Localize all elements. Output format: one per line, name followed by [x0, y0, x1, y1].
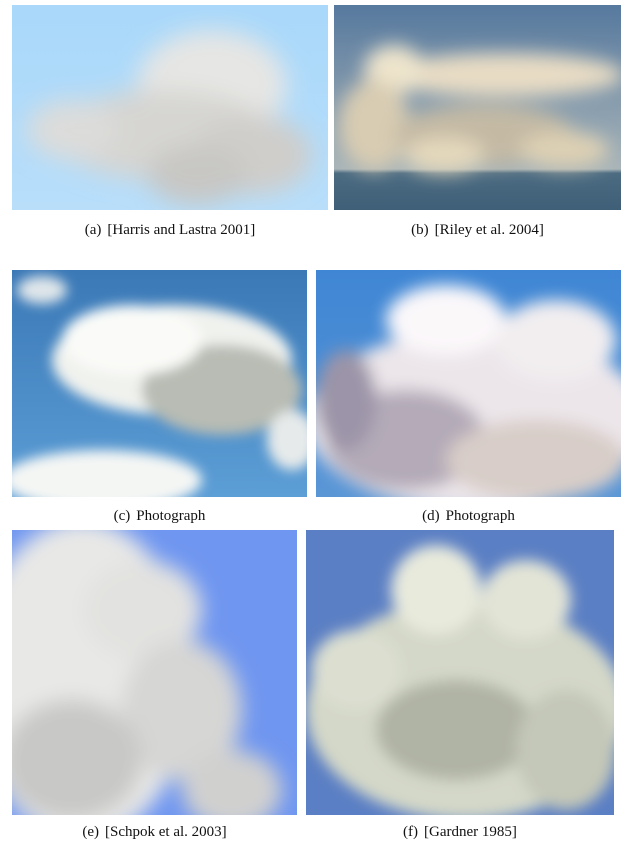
caption: (e) [Schpok et al. 2003] [12, 824, 297, 841]
caption: (c) Photograph [12, 508, 307, 525]
caption-text: [Gardner 1985] [424, 824, 517, 840]
caption: (f) [Gardner 1985] [306, 824, 614, 841]
panel-image [12, 5, 328, 210]
panel-image [306, 530, 614, 815]
caption-text: [Harris and Lastra 2001] [107, 222, 256, 238]
panel-image [12, 530, 297, 815]
caption-text: Photograph [445, 508, 515, 524]
caption-text: (c) [113, 508, 131, 524]
caption-text: (d) [422, 508, 440, 524]
caption-text: [Riley et al. 2004] [434, 222, 544, 238]
caption: (d) Photograph [316, 508, 621, 525]
caption-text: (a) [84, 222, 102, 238]
caption-text: [Schpok et al. 2003] [105, 824, 227, 840]
panel-image [316, 270, 621, 497]
panel-image [334, 5, 621, 210]
caption-text: (f) [403, 824, 419, 840]
caption: (a) [Harris and Lastra 2001] [12, 222, 328, 239]
caption-text: (b) [411, 222, 429, 238]
caption-text: (e) [82, 824, 99, 840]
caption: (b) [Riley et al. 2004] [334, 222, 621, 239]
caption-text: Photograph [136, 508, 206, 524]
panel-image [12, 270, 307, 497]
